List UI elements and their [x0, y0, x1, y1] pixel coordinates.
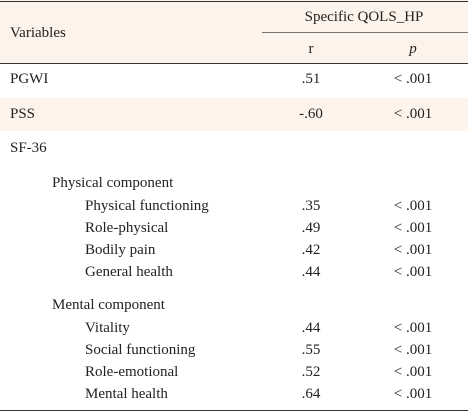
row-label: Vitality — [85, 320, 130, 336]
group-rule — [262, 32, 468, 33]
p-value: < .001 — [393, 342, 433, 358]
bottom-rule — [0, 410, 468, 411]
r-value: -.60 — [299, 106, 323, 122]
row-bg — [0, 98, 468, 131]
top-rule — [0, 1, 468, 2]
p-value: < .001 — [393, 198, 433, 214]
r-value: .42 — [301, 242, 321, 258]
header-group: Specific QOLS_HP — [304, 9, 424, 25]
r-value: .51 — [301, 71, 321, 87]
section-label: SF-36 — [10, 140, 47, 156]
r-value: .55 — [301, 342, 321, 358]
row-label: Social functioning — [85, 342, 196, 358]
r-value: .35 — [301, 198, 321, 214]
p-value: < .001 — [393, 364, 433, 380]
row-label: Role-emotional — [85, 364, 179, 380]
row-label: Role-physical — [85, 220, 169, 236]
r-value: .44 — [301, 264, 321, 280]
r-value: .49 — [301, 220, 321, 236]
row-label: PGWI — [10, 71, 49, 87]
row-label: General health — [85, 264, 173, 280]
header-p: p — [409, 41, 417, 57]
p-value: < .001 — [393, 320, 433, 336]
header-variables: Variables — [10, 25, 66, 41]
row-label: Physical functioning — [85, 198, 209, 214]
group-label: Physical component — [52, 175, 174, 191]
r-value: .44 — [301, 320, 321, 336]
row-label: Bodily pain — [85, 242, 156, 258]
r-value: .64 — [301, 386, 321, 402]
row-label: PSS — [10, 106, 36, 122]
group-label: Mental component — [52, 297, 165, 313]
header-rule — [0, 63, 468, 64]
header-r: r — [308, 41, 314, 57]
p-value: < .001 — [393, 242, 433, 258]
row-label: Mental health — [85, 386, 168, 402]
p-value: < .001 — [393, 106, 433, 122]
p-value: < .001 — [393, 386, 433, 402]
p-value: < .001 — [393, 71, 433, 87]
r-value: .52 — [301, 364, 321, 380]
p-value: < .001 — [393, 220, 433, 236]
p-value: < .001 — [393, 264, 433, 280]
